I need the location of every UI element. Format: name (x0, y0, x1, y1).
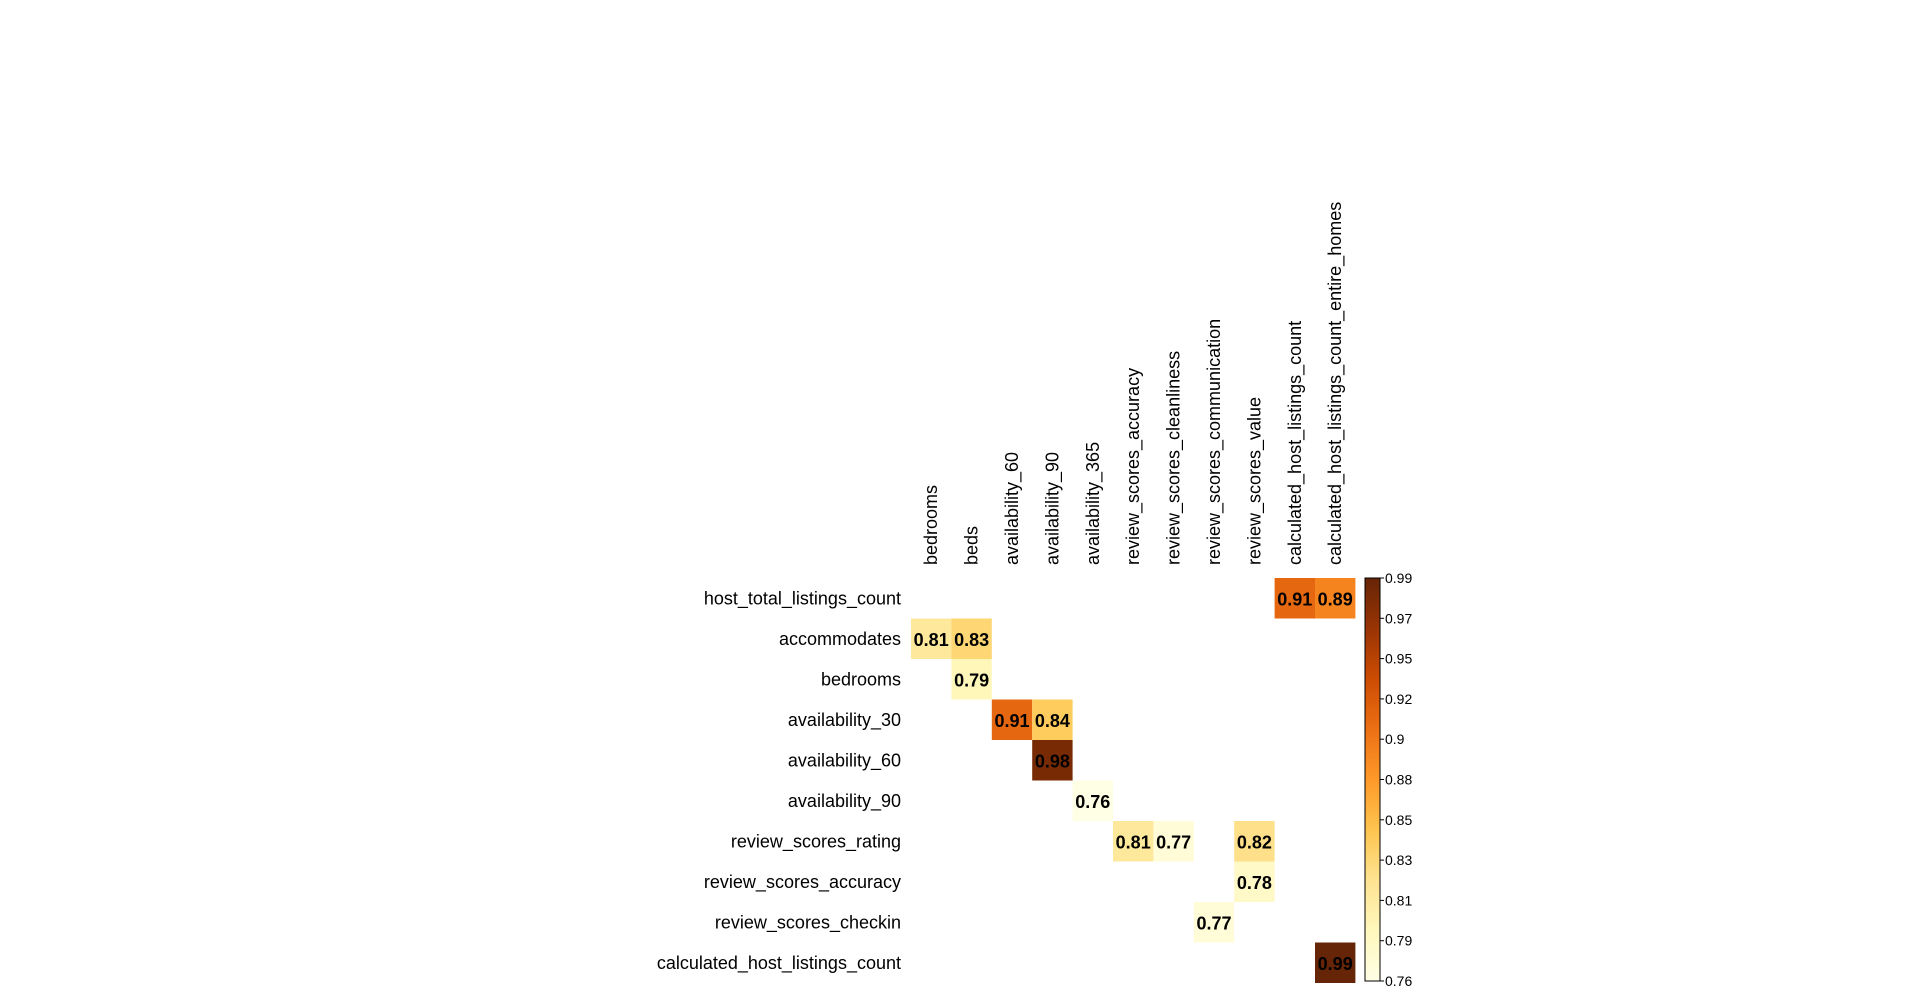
legend-tick-label: 0.81 (1385, 892, 1412, 908)
column-label: review_scores_communication (1204, 319, 1225, 565)
legend-tick-label: 0.9 (1385, 731, 1405, 747)
heatmap-cell (911, 618, 952, 659)
legend-tick-label: 0.88 (1385, 772, 1412, 788)
legend-tick-label: 0.79 (1385, 933, 1412, 949)
heatmap-cell (1315, 578, 1356, 619)
cell-value-label: 0.77 (1196, 913, 1231, 933)
color-legend-ticks: 0.99 0.97 0.95 0.92 0.9 0.88 0.85 0.83 0.81 0.79 0… (1380, 570, 1412, 989)
heatmap-cells: 0.91 0.890.81 0.830.790.91 0.840.980.760.81… (911, 578, 1356, 983)
cell-value-label: 0.83 (954, 630, 989, 650)
cell-value-label: 0.84 (1035, 711, 1070, 731)
cell-value-label: 0.76 (1075, 792, 1110, 812)
row-label: availability_60 (788, 750, 901, 771)
cell-value-label: 0.89 (1318, 589, 1353, 609)
column-label: review_scores_value (1244, 397, 1265, 565)
cell-value-label: 0.91 (1277, 589, 1312, 609)
legend-tick-label: 0.92 (1385, 691, 1412, 707)
column-label: calculated_host_listings_count_entire_ho… (1325, 202, 1346, 565)
column-labels: bedrooms beds availability_60 availability_… (921, 202, 1346, 565)
row-label: accommodates (779, 629, 901, 649)
heatmap-cell (1234, 861, 1275, 902)
heatmap-cell (1032, 740, 1073, 781)
cell-value-label: 0.81 (914, 630, 949, 650)
cell-value-label: 0.82 (1237, 832, 1272, 852)
column-label: availability_90 (1042, 452, 1063, 565)
legend-tick-label: 0.97 (1385, 610, 1412, 626)
heatmap-cell (1234, 821, 1275, 862)
legend-tick-label: 0.76 (1385, 973, 1412, 989)
legend-tick-label: 0.95 (1385, 651, 1412, 667)
heatmap-cell (1193, 902, 1235, 943)
heatmap-cell (951, 618, 992, 659)
column-label: review_scores_accuracy (1123, 368, 1144, 565)
column-label: calculated_host_listings_count (1285, 321, 1306, 565)
cell-value-label: 0.81 (1116, 832, 1151, 852)
heatmap-cell (1315, 942, 1356, 983)
row-label: review_scores_rating (731, 831, 901, 852)
color-legend-bar (1364, 577, 1381, 982)
cell-value-label: 0.98 (1035, 751, 1070, 771)
cell-value-label: 0.77 (1156, 832, 1191, 852)
row-label: review_scores_checkin (715, 912, 901, 933)
heatmap-cell (951, 659, 992, 700)
column-label: beds (962, 526, 982, 565)
cell-value-label: 0.91 (994, 711, 1029, 731)
legend-tick-label: 0.85 (1385, 812, 1412, 828)
cell-value-label: 0.79 (954, 670, 989, 690)
row-label: bedrooms (821, 669, 901, 689)
row-labels: host_total_listings_count accommodates bed… (657, 588, 901, 974)
legend-tick-label: 0.83 (1385, 852, 1412, 868)
row-label: calculated_host_listings_count (657, 953, 901, 974)
row-label: host_total_listings_count (704, 588, 901, 609)
cell-value-label: 0.99 (1318, 954, 1353, 974)
color-legend: 0.99 0.97 0.95 0.92 0.9 0.88 0.85 0.83 0.81 0.79 0… (1364, 570, 1412, 989)
column-label: availability_60 (1002, 452, 1023, 565)
column-label: bedrooms (921, 485, 941, 565)
heatmap-cell (1274, 578, 1315, 619)
legend-tick-label: 0.99 (1385, 570, 1412, 586)
heatmap-cell (1032, 699, 1073, 740)
heatmap-cell (1113, 821, 1154, 862)
row-label: availability_30 (788, 710, 901, 731)
column-label: availability_365 (1083, 442, 1104, 565)
column-label: review_scores_cleanliness (1164, 351, 1185, 565)
heatmap-cell (1153, 821, 1194, 862)
cell-value-label: 0.78 (1237, 873, 1272, 893)
row-label: availability_90 (788, 791, 901, 812)
row-label: review_scores_accuracy (704, 872, 901, 893)
heatmap-cell (991, 699, 1033, 740)
heatmap-cell (1072, 780, 1113, 821)
